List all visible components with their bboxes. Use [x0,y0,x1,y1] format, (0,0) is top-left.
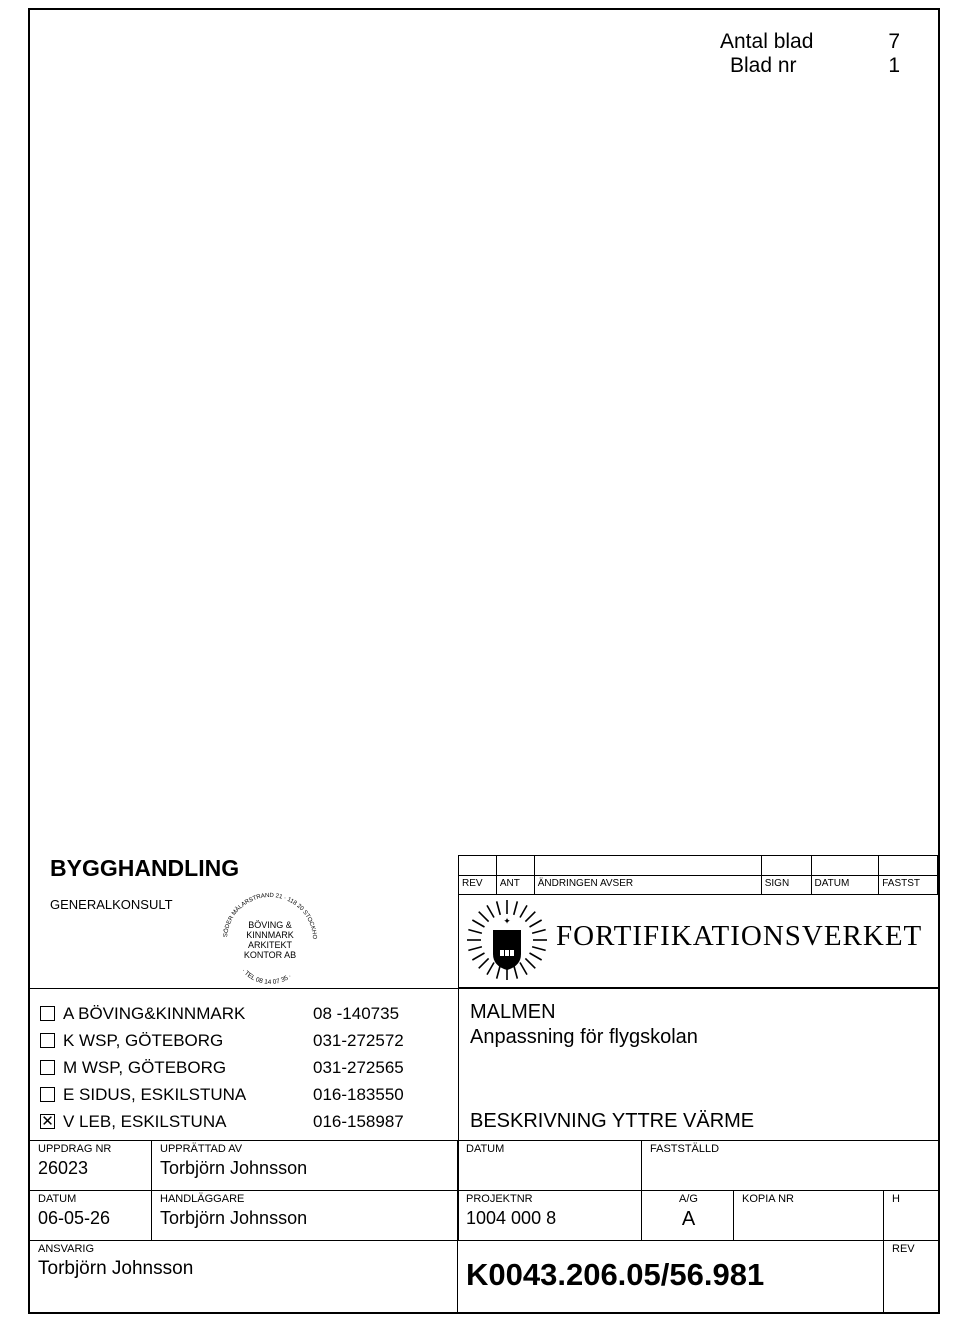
revhdr-ant: ANT [497,876,535,894]
rev-label: REV [892,1243,932,1255]
consultant-row: ✕ V LEB, ESKILSTUNA016-158987 [40,1108,453,1135]
project-subtitle: Anpassning för flygskolan [470,1025,698,1050]
consultant-row: E SIDUS, ESKILSTUNA016-183550 [40,1081,453,1108]
consultant-row: K WSP, GÖTEBORG031-272572 [40,1027,453,1054]
consultant-row: M WSP, GÖTEBORG031-272565 [40,1054,453,1081]
consultant-list: A BÖVING&KINNMARK08 -140735K WSP, GÖTEBO… [40,1000,453,1135]
revhdr-sign: SIGN [762,876,812,894]
sheet-count-block: Antal blad 7 Blad nr 1 [720,30,900,78]
project-description: BESKRIVNING YTTRE VÄRME [470,1110,754,1133]
consultant-phone: 016-183550 [313,1081,453,1108]
ansvarig-label: ANSVARIG [38,1243,451,1255]
svg-text:✦: ✦ [503,916,511,926]
faststalld-label: FASTSTÄLLD [650,1143,932,1155]
consultant-checkbox: ✕ [40,1114,55,1129]
boving-kinnmark-logo: SÖDER MÄLARSTRAND 21 · 118 20 STOCKHOLM … [215,892,325,993]
fortifikationsverket-wordmark: FORTIFIKATIONSVERKET [556,920,922,953]
datum2-value: 06-05-26 [38,1208,110,1228]
consultant-name: A BÖVING&KINNMARK [63,1000,313,1027]
uppdrag-nr-label: UPPDRAG NR [38,1143,145,1155]
project-title: MALMEN [470,1000,698,1025]
page: Antal blad 7 Blad nr 1 BYGGHANDLING GENE… [0,0,960,1322]
consultant-checkbox [40,1006,55,1021]
ag-label: A/G [650,1193,727,1205]
revision-blank-row [459,856,937,876]
titleblock-row-1: UPPDRAG NR 26023 UPPRÄTTAD AV Torbjörn J… [30,1140,938,1190]
consultant-checkbox [40,1033,55,1048]
svg-text:ARKITEKT: ARKITEKT [248,940,293,950]
drawing-number: K0043.206.05/56.981 [466,1257,877,1293]
svg-text:KINNMARK: KINNMARK [246,930,294,940]
handlaggare-value: Torbjörn Johnsson [160,1208,307,1228]
antal-blad-label: Antal blad [720,30,860,54]
project-title-block: MALMEN Anpassning för flygskolan [470,1000,698,1050]
blad-nr-label: Blad nr [720,54,860,78]
projektnr-label: PROJEKTNR [466,1193,635,1205]
consultant-name: K WSP, GÖTEBORG [63,1027,313,1054]
upprattad-av-value: Torbjörn Johnsson [160,1158,307,1178]
svg-text:BÖVING &: BÖVING & [248,920,292,930]
fortifikationsverket-crest-icon: ✦ [464,900,550,986]
revhdr-andr: ÄNDRINGEN AVSER [535,876,762,894]
projektnr-value: 1004 000 8 [466,1208,556,1228]
kopia-nr-label: KOPIA NR [742,1193,877,1205]
consultant-phone: 016-158987 [313,1108,453,1135]
consultant-row: A BÖVING&KINNMARK08 -140735 [40,1000,453,1027]
revision-table: REV ANT ÄNDRINGEN AVSER SIGN DATUM FASTS… [458,855,938,895]
consultant-phone: 031-272565 [313,1054,453,1081]
document-type: BYGGHANDLING [50,855,239,882]
revhdr-datum: DATUM [812,876,880,894]
consultant-name: V LEB, ESKILSTUNA [63,1108,313,1135]
consultant-name: M WSP, GÖTEBORG [63,1054,313,1081]
ansvarig-value: Torbjörn Johnsson [38,1258,193,1279]
blad-nr-value: 1 [860,54,900,78]
revhdr-fast: FASTST [879,876,937,894]
consultant-phone: 08 -140735 [313,1000,453,1027]
upprattad-av-label: UPPRÄTTAD AV [160,1143,451,1155]
consultant-checkbox [40,1060,55,1075]
titleblock-row-2: DATUM 06-05-26 HANDLÄGGARE Torbjörn John… [30,1190,938,1240]
antal-blad-value: 7 [860,30,900,54]
titleblock-row-3: ANSVARIG Torbjörn Johnsson K0043.206.05/… [30,1240,938,1312]
consultant-phone: 031-272572 [313,1027,453,1054]
consultant-name: E SIDUS, ESKILSTUNA [63,1081,313,1108]
generalkonsult-label: GENERALKONSULT [50,897,173,912]
datum2-label: DATUM [38,1193,145,1205]
uppdrag-nr-value: 26023 [38,1158,88,1178]
h-label: H [892,1193,932,1205]
handlaggare-label: HANDLÄGGARE [160,1193,451,1205]
consultant-checkbox [40,1087,55,1102]
revhdr-rev: REV [459,876,497,894]
datum-label: DATUM [466,1143,635,1155]
svg-text:KONTOR AB: KONTOR AB [244,950,296,960]
revision-header-row: REV ANT ÄNDRINGEN AVSER SIGN DATUM FASTS… [459,876,937,894]
svg-text:· TEL 08 14 07 35 ·: · TEL 08 14 07 35 · [240,967,293,986]
ag-value: A [682,1208,695,1230]
